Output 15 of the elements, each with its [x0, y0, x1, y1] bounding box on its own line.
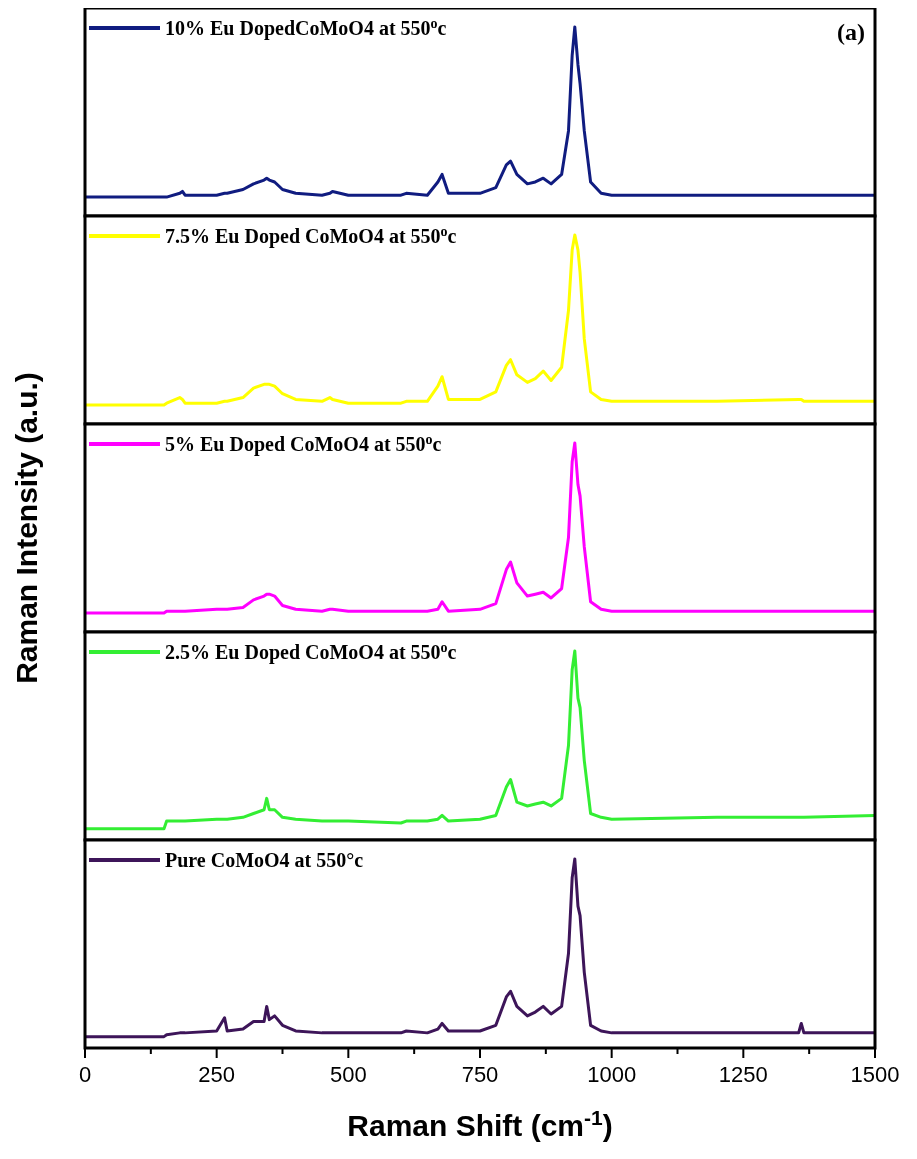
x-tick-label: 500: [329, 1062, 367, 1087]
x-tick-label: 1250: [718, 1062, 768, 1087]
legend-label: 2.5% Eu Doped CoMoO4 at 550$^{o}$c: [165, 639, 457, 664]
y-axis-title: Raman Intensity (a.u.): [10, 372, 43, 684]
legend-label: 7.5% Eu Doped CoMoO4 at 550$^{o}$c: [165, 223, 457, 248]
x-tick-label: 0: [78, 1062, 92, 1087]
x-tick-label: 750: [461, 1062, 499, 1087]
legend-label: 10% Eu DopedCoMoO4 at 550$^{o}$c: [165, 15, 447, 40]
legend-label: 5% Eu Doped CoMoO4 at 550$^{o}$c: [165, 431, 442, 456]
x-tick-label: 250: [198, 1062, 236, 1087]
legend-label: Pure CoMoO4 at 550°c: [165, 849, 364, 871]
x-axis-title: Raman Shift (cm$^{-1}$): [347, 1105, 613, 1142]
annotation: (a): [837, 19, 865, 45]
x-tick-label: 1500: [850, 1062, 900, 1087]
x-tick-label: 1000: [587, 1062, 637, 1087]
